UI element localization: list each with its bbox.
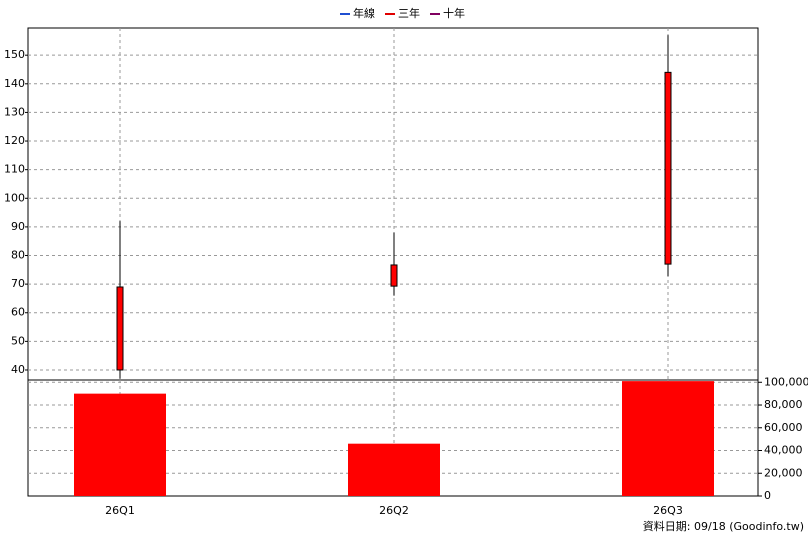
x-tick-label: 26Q2 (379, 504, 409, 517)
volume-bar (622, 381, 714, 496)
y-tick-label: 90 (11, 220, 25, 233)
y-tick-label: 110 (4, 163, 25, 176)
y-tick-label: 150 (4, 48, 25, 61)
x-tick-label: 26Q3 (653, 504, 683, 517)
y2-tick-label: 20,000 (764, 466, 803, 479)
y2-tick-label: 100,000 (764, 375, 808, 388)
legend-label: 三年 (398, 6, 420, 20)
legend-label: 年線 (353, 6, 375, 20)
y2-tick-label: 60,000 (764, 421, 803, 434)
candle-body (116, 286, 124, 371)
volume-bar (74, 393, 166, 496)
y-tick-label: 140 (4, 77, 25, 90)
candle-body (390, 264, 398, 287)
legend-label: 十年 (443, 6, 465, 20)
x-tick-label: 26Q1 (105, 504, 135, 517)
y-tick-label: 70 (11, 277, 25, 290)
y-tick-label: 40 (11, 363, 25, 376)
y2-tick-label: 0 (764, 489, 771, 502)
y2-tick-label: 80,000 (764, 398, 803, 411)
y-tick-label: 60 (11, 306, 25, 319)
volume-bar (348, 443, 440, 496)
y-tick-label: 120 (4, 134, 25, 147)
y-tick-label: 80 (11, 249, 25, 262)
y2-tick-label: 40,000 (764, 444, 803, 457)
candle-body (664, 71, 672, 265)
y-tick-label: 130 (4, 105, 25, 118)
y-tick-label: 50 (11, 334, 25, 347)
y-tick-label: 100 (4, 191, 25, 204)
source-note: 資料日期: 09/18 (Goodinfo.tw) (643, 519, 804, 533)
